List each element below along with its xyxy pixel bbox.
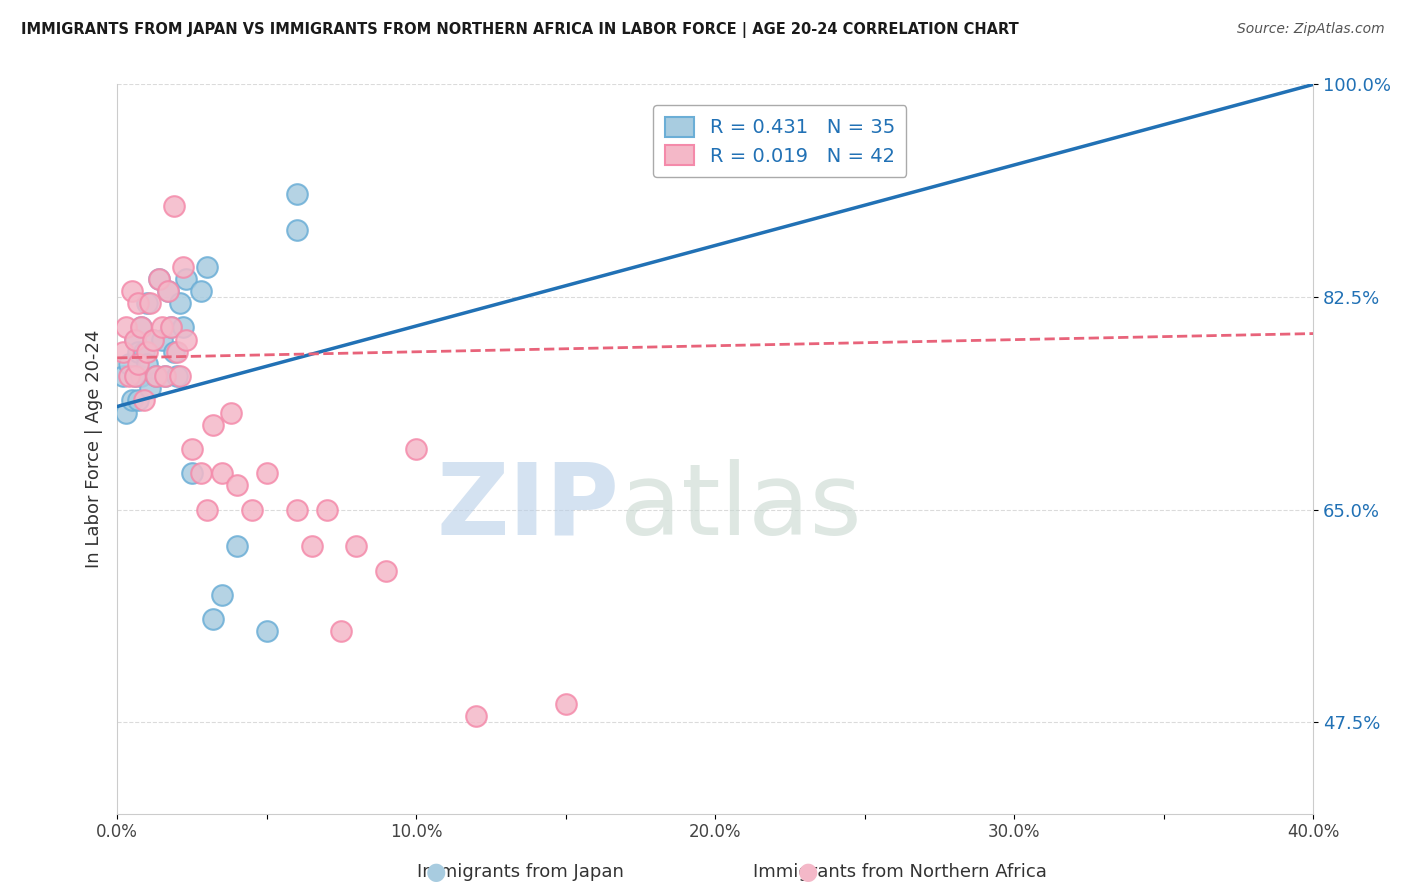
Point [139,381,162,395]
Point [344,539,367,553]
Point [211,467,233,481]
Text: Immigrants from Japan: Immigrants from Japan [416,863,624,881]
Point [256,624,278,639]
Point [405,442,427,456]
Point [115,406,138,420]
Point [124,333,146,347]
Point [157,284,180,298]
Point [190,467,212,481]
Point [166,369,188,384]
Y-axis label: In Labor Force | Age 20-24: In Labor Force | Age 20-24 [86,330,103,568]
Point [330,624,353,639]
Point [190,284,212,298]
Point [150,333,173,347]
Text: IMMIGRANTS FROM JAPAN VS IMMIGRANTS FROM NORTHERN AFRICA IN LABOR FORCE | AGE 20: IMMIGRANTS FROM JAPAN VS IMMIGRANTS FROM… [21,22,1019,38]
Point [115,320,138,334]
Point [256,467,278,481]
Point [127,344,149,359]
Point [285,503,308,517]
Point [181,442,204,456]
Point [225,539,247,553]
Point [142,333,165,347]
Point [225,478,247,492]
Point [127,393,149,408]
Text: ZIP: ZIP [437,458,620,556]
Point [127,357,149,371]
Point [163,199,186,213]
Point [174,272,197,286]
Point [112,369,135,384]
Point [169,296,191,310]
Point [124,369,146,384]
Point [219,406,242,420]
Point [129,320,152,334]
Point [285,186,308,201]
Point [148,272,170,286]
Point [145,369,167,384]
Point [129,320,152,334]
Point [201,417,224,432]
Point [139,296,162,310]
Point [136,296,159,310]
Point [285,223,308,237]
Point [166,344,188,359]
Point [172,320,194,334]
Point [169,369,191,384]
Point [132,393,155,408]
Point [127,296,149,310]
Point [121,284,143,298]
Point [240,503,263,517]
Point [554,697,576,711]
Text: Immigrants from Northern Africa: Immigrants from Northern Africa [752,863,1047,881]
Point [195,503,218,517]
Point [148,272,170,286]
Point [465,709,488,723]
Text: ●: ● [799,861,818,884]
Point [211,588,233,602]
Point [132,344,155,359]
Point [201,612,224,626]
Point [118,357,141,371]
Point [160,320,183,334]
Point [157,284,180,298]
Point [121,393,143,408]
Point [160,320,183,334]
Point [124,369,146,384]
Point [150,320,173,334]
Text: ●: ● [426,861,446,884]
Point [315,503,337,517]
Point [118,369,141,384]
Point [172,260,194,274]
Point [375,564,398,578]
Point [129,369,152,384]
Point [195,260,218,274]
Text: Source: ZipAtlas.com: Source: ZipAtlas.com [1237,22,1385,37]
Point [145,369,167,384]
Point [136,357,159,371]
Legend: R = 0.431   N = 35, R = 0.019   N = 42: R = 0.431 N = 35, R = 0.019 N = 42 [654,105,907,178]
Point [136,344,159,359]
Point [124,333,146,347]
Point [174,333,197,347]
Point [163,344,186,359]
Point [112,344,135,359]
Text: atlas: atlas [620,458,860,556]
Point [181,467,204,481]
Point [153,369,176,384]
Point [153,369,176,384]
Point [301,539,323,553]
Point [142,333,165,347]
